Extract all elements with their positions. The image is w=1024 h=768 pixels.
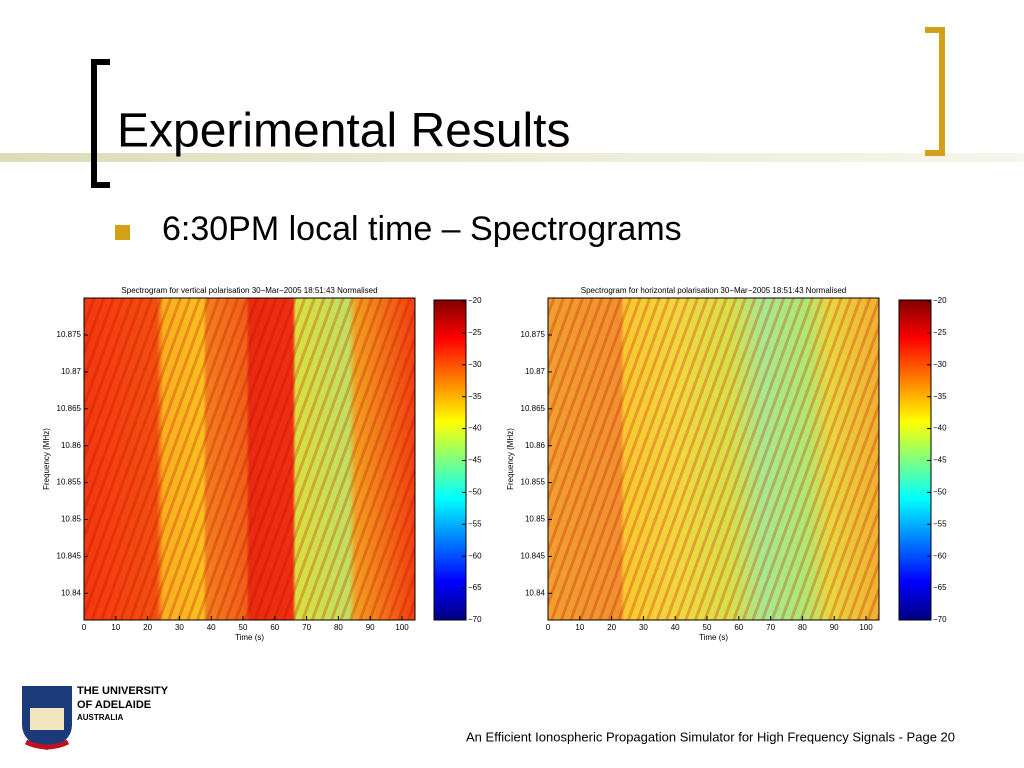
logo-line: THE UNIVERSITY [77,685,169,697]
colorbar-tick-label: −45 [933,456,947,465]
figures: Spectrogram for vertical polarisation 30… [42,286,947,642]
slide-title: Experimental Results [117,105,571,158]
colorbar-tick-label: −50 [468,488,482,497]
colorbar-tick-label: −65 [468,583,482,592]
x-tick-label: 80 [334,623,343,632]
x-tick-label: 100 [395,623,409,632]
y-tick-label: 10.86 [525,441,546,450]
y-tick-label: 10.855 [57,478,82,487]
x-tick-label: 50 [703,623,712,632]
y-tick-label: 10.875 [521,330,546,339]
colorbar-tick-label: −30 [933,360,947,369]
colorbar-tick-label: −35 [468,392,482,401]
x-tick-label: 50 [239,623,248,632]
logo-ribbon [24,739,70,750]
colorbar-tick-label: −60 [468,551,482,560]
colorbar-tick-label: −20 [933,296,947,305]
colorbar-tick-label: −70 [468,615,482,624]
x-axis-label: Time (s) [699,633,728,642]
y-tick-label: 10.84 [61,588,82,597]
x-axis-label: Time (s) [235,633,264,642]
logo-book [30,708,64,730]
y-axis-label: Frequency (MHz) [506,428,515,490]
y-tick-label: 10.85 [525,515,546,524]
y-tick-label: 10.86 [61,441,82,450]
x-tick-label: 60 [734,623,743,632]
colorbar-tick-label: −30 [468,360,482,369]
x-tick-label: 70 [766,623,775,632]
y-tick-label: 10.865 [521,404,546,413]
y-tick-label: 10.875 [57,330,82,339]
colorbar-tick-label: −40 [933,424,947,433]
y-axis-label: Frequency (MHz) [42,428,51,490]
spectrogram-texture [84,298,415,620]
y-tick-label: 10.845 [57,552,82,561]
x-tick-label: 90 [366,623,375,632]
colorbar-tick-label: −35 [933,392,947,401]
y-tick-label: 10.87 [61,367,82,376]
colorbar-tick-label: −40 [468,424,482,433]
colorbar [433,299,467,621]
x-tick-label: 90 [830,623,839,632]
spectrogram-texture [548,298,879,620]
colorbar-tick-label: −70 [933,615,947,624]
x-tick-label: 40 [671,623,680,632]
x-tick-label: 70 [302,623,311,632]
colorbar-tick-label: −65 [933,583,947,592]
y-tick-label: 10.85 [61,515,82,524]
axes-frame [547,297,880,621]
x-tick-label: 10 [575,623,584,632]
colorbar-tick-label: −25 [933,328,947,337]
x-tick-label: 80 [798,623,807,632]
colorbar-tick-label: −50 [933,488,947,497]
x-tick-label: 20 [143,623,152,632]
x-tick-label: 60 [270,623,279,632]
bullet-marker [115,225,130,240]
y-tick-label: 10.87 [525,367,546,376]
colorbar-tick-label: −20 [468,296,482,305]
x-tick-label: 20 [607,623,616,632]
colorbar-tick-label: −55 [933,519,947,528]
x-tick-label: 0 [82,623,87,632]
colorbar-tick-label: −55 [468,519,482,528]
colorbar [898,299,932,621]
bullet-text: 6:30PM local time – Spectrograms [162,210,682,248]
y-tick-label: 10.855 [521,478,546,487]
x-tick-label: 40 [207,623,216,632]
colorbar-tick-label: −60 [933,551,947,560]
logo-line: OF ADELAIDE [77,699,151,711]
footer: An Efficient Ionospheric Propagation Sim… [466,729,955,744]
logo-line: AUSTRALIA [77,713,123,722]
figure-title: Spectrogram for vertical polarisation 30… [121,286,377,295]
axes-frame [83,297,416,621]
right-bracket [925,27,945,156]
x-tick-label: 10 [111,623,120,632]
y-tick-label: 10.865 [57,404,82,413]
y-tick-label: 10.84 [525,588,546,597]
header-band [0,153,1024,162]
x-tick-label: 100 [859,623,873,632]
figure-title: Spectrogram for horizontal polarisation … [581,286,846,295]
colorbar-tick-label: −45 [468,456,482,465]
x-tick-label: 30 [175,623,184,632]
y-tick-label: 10.845 [521,552,546,561]
x-tick-label: 0 [546,623,551,632]
x-tick-label: 30 [639,623,648,632]
left-bracket [91,59,110,188]
colorbar-tick-label: −25 [468,328,482,337]
